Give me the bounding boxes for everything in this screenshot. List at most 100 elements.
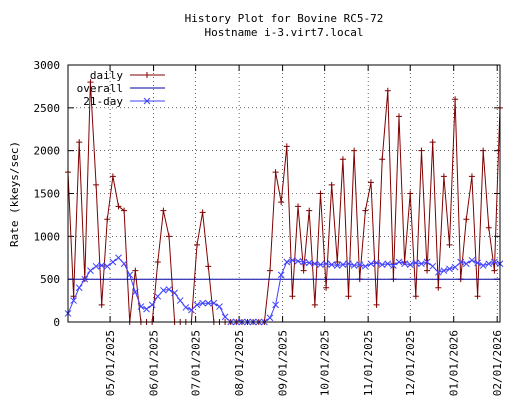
legend-marker — [144, 72, 150, 78]
marker — [306, 207, 313, 214]
marker — [479, 262, 487, 269]
y-tick-label: 1000 — [34, 230, 61, 243]
y-tick-label: 3000 — [34, 59, 61, 72]
marker — [451, 263, 459, 271]
marker — [317, 190, 324, 197]
marker — [289, 256, 296, 264]
marker — [104, 216, 111, 223]
marker — [193, 301, 201, 309]
x-tick-label: 11/01/2025 — [362, 330, 375, 396]
marker — [109, 173, 116, 180]
marker — [132, 267, 139, 274]
x-tick-label: 05/01/2025 — [104, 330, 117, 396]
marker — [323, 284, 330, 291]
legend-label: 21-day — [83, 95, 123, 108]
marker — [311, 260, 319, 268]
marker — [148, 301, 156, 309]
marker — [328, 181, 335, 188]
marker — [216, 303, 223, 310]
marker — [165, 233, 172, 240]
marker — [390, 262, 397, 269]
legend-label: overall — [77, 82, 123, 95]
marker — [418, 260, 425, 268]
marker — [384, 87, 391, 94]
y-tick-label: 1500 — [34, 188, 61, 201]
x-tick-label: 06/01/2025 — [148, 330, 161, 396]
marker — [401, 260, 408, 268]
marker — [446, 265, 453, 273]
marker — [98, 262, 106, 269]
marker — [423, 258, 431, 266]
marker — [165, 286, 173, 293]
x-tick-label: 10/01/2025 — [319, 330, 332, 396]
marker — [131, 288, 139, 296]
x-tick-label: 09/01/2025 — [277, 330, 290, 396]
y-tick-label: 2000 — [34, 145, 61, 158]
marker — [295, 203, 302, 210]
marker — [440, 267, 448, 274]
marker — [300, 258, 307, 266]
plot-border — [67, 64, 501, 323]
marker — [474, 293, 481, 300]
marker — [462, 260, 470, 268]
marker — [339, 156, 346, 163]
marker — [452, 96, 459, 103]
marker — [160, 286, 167, 294]
y-tick-label: 2500 — [34, 102, 61, 115]
marker — [266, 314, 274, 322]
legend-label: daily — [90, 69, 123, 82]
marker — [345, 260, 352, 268]
chart-subtitle: Hostname i-3.virt7.local — [205, 26, 364, 39]
marker — [395, 258, 403, 266]
marker — [87, 79, 94, 86]
marker — [283, 143, 290, 150]
marker — [70, 297, 77, 304]
marker — [176, 297, 184, 304]
marker — [92, 262, 100, 270]
marker — [199, 209, 206, 216]
marker — [367, 260, 375, 268]
marker — [277, 271, 285, 279]
chart-title: History Plot for Bovine RC5-72 — [185, 12, 384, 25]
marker — [221, 313, 229, 321]
marker — [188, 306, 195, 314]
marker — [109, 258, 117, 266]
marker — [434, 268, 442, 276]
marker — [126, 271, 134, 279]
marker — [143, 305, 150, 313]
marker — [429, 139, 436, 146]
marker — [115, 203, 122, 210]
y-axis-label: Rate (kkeys/sec) — [8, 141, 21, 247]
marker — [412, 259, 420, 267]
marker — [361, 262, 369, 270]
marker — [311, 301, 318, 308]
x-tick-label: 01/01/2026 — [448, 330, 461, 396]
marker — [115, 254, 122, 262]
marker — [418, 147, 425, 154]
marker — [93, 181, 100, 188]
marker — [424, 267, 431, 274]
marker — [121, 207, 128, 214]
marker — [384, 260, 392, 268]
y-tick-label: 0 — [53, 316, 60, 329]
marker — [468, 256, 476, 264]
marker — [367, 179, 374, 186]
marker — [339, 261, 347, 268]
y-tick-label: 500 — [40, 273, 60, 286]
marker — [154, 259, 161, 266]
marker — [171, 289, 178, 297]
marker — [103, 262, 111, 270]
marker — [485, 224, 492, 231]
marker — [373, 259, 380, 267]
marker — [407, 190, 414, 197]
marker — [75, 284, 83, 292]
x-tick-label: 07/01/2025 — [190, 330, 203, 396]
marker — [468, 173, 475, 180]
marker — [446, 241, 453, 248]
marker — [194, 241, 201, 248]
marker — [300, 267, 307, 274]
marker — [154, 292, 162, 300]
marker — [76, 139, 83, 146]
